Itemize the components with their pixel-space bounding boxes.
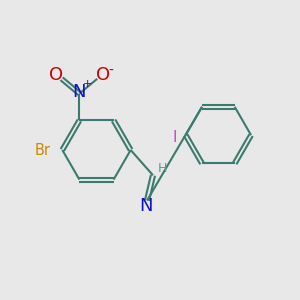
- Text: H: H: [158, 162, 167, 175]
- Text: -: -: [109, 64, 114, 78]
- Text: O: O: [49, 66, 63, 84]
- Text: Br: Br: [35, 142, 51, 158]
- Text: I: I: [173, 130, 177, 145]
- Text: O: O: [95, 66, 110, 84]
- Text: N: N: [73, 82, 86, 100]
- Text: +: +: [83, 79, 92, 89]
- Text: N: N: [139, 197, 152, 215]
